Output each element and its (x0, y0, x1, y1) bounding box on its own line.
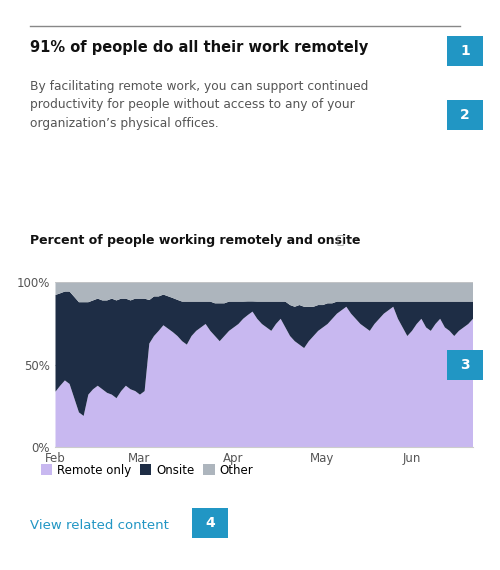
Text: 1: 1 (460, 44, 470, 58)
Text: 4: 4 (205, 516, 215, 530)
Text: 91% of people do all their work remotely: 91% of people do all their work remotely (30, 40, 368, 55)
Text: View related content: View related content (30, 519, 169, 532)
Legend: Remote only, Onsite, Other: Remote only, Onsite, Other (36, 459, 258, 482)
Text: By facilitating remote work, you can support continued
productivity for people w: By facilitating remote work, you can sup… (30, 80, 368, 130)
Text: ⓘ: ⓘ (336, 234, 343, 247)
Text: Percent of people working remotely and onsite: Percent of people working remotely and o… (30, 234, 360, 247)
Text: 2: 2 (460, 108, 470, 122)
Text: 3: 3 (460, 358, 470, 372)
